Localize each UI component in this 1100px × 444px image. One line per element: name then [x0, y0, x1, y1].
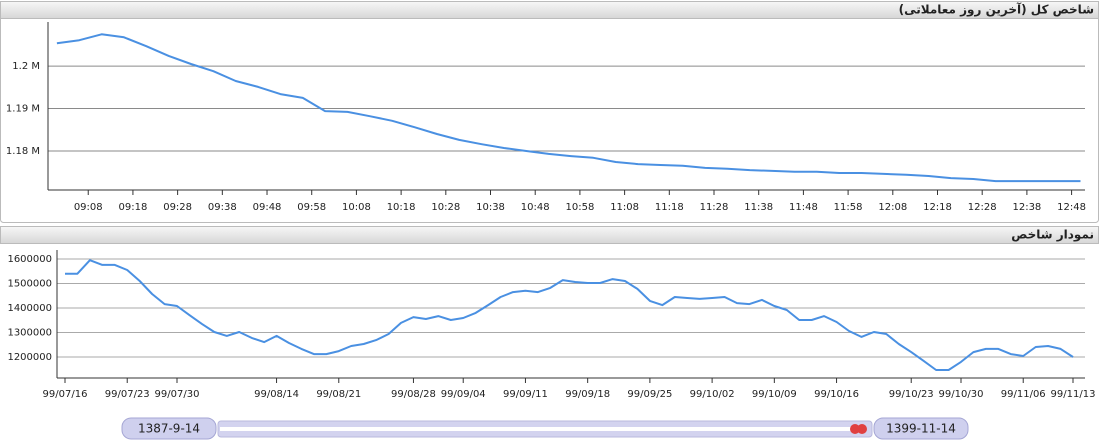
slider-range — [220, 427, 860, 431]
x-tick-label: 12:08 — [878, 202, 907, 213]
x-tick-label: 09:28 — [163, 202, 192, 213]
range-slider[interactable]: 1387-9-14 1399-11-14 — [121, 417, 969, 440]
x-tick-label: 09:18 — [119, 202, 148, 213]
x-tick-label: 99/07/30 — [155, 389, 200, 400]
x-tick-label: 11:38 — [744, 202, 773, 213]
x-tick-label: 09:58 — [297, 202, 326, 213]
x-tick-label: 99/10/09 — [752, 389, 797, 400]
y-tick-label: 1400000 — [7, 303, 52, 314]
x-tick-label: 11:08 — [610, 202, 639, 213]
x-tick-label: 99/08/21 — [316, 389, 361, 400]
y-tick-label: 1.18 M — [6, 146, 40, 157]
panel-header — [0, 226, 1099, 244]
x-tick-label: 10:48 — [521, 202, 550, 213]
y-tick-label: 1.2 M — [12, 61, 40, 72]
x-tick-label: 12:18 — [923, 202, 952, 213]
x-tick-label: 11:18 — [655, 202, 684, 213]
x-tick-label: 99/07/23 — [105, 389, 150, 400]
x-tick-label: 12:38 — [1012, 202, 1041, 213]
x-tick-label: 10:38 — [476, 202, 505, 213]
slider-end[interactable] — [873, 417, 969, 440]
x-tick-label: 09:38 — [208, 202, 237, 213]
x-tick-label: 10:08 — [342, 202, 371, 213]
y-tick-label: 1500000 — [7, 278, 52, 289]
x-tick-label: 99/10/02 — [690, 389, 735, 400]
y-tick-label: 1200000 — [7, 352, 52, 363]
x-tick-label: 99/09/11 — [503, 389, 548, 400]
slider-start-label: 1387-9-14 — [138, 422, 200, 436]
x-tick-label: 99/07/16 — [43, 389, 88, 400]
x-tick-label: 99/09/04 — [441, 389, 486, 400]
data-line — [56, 33, 1081, 183]
x-tick-label: 99/09/18 — [565, 389, 610, 400]
x-tick-label: 99/10/30 — [939, 389, 984, 400]
x-tick-label: 12:28 — [968, 202, 997, 213]
x-tick-label: 10:18 — [387, 202, 416, 213]
x-tick-label: 99/10/23 — [889, 389, 934, 400]
x-tick-label: 11:58 — [834, 202, 863, 213]
data-line — [65, 259, 1074, 371]
x-tick-label: 99/09/25 — [627, 389, 672, 400]
y-tick-label: 1600000 — [7, 254, 52, 265]
x-tick-label: 11:28 — [700, 202, 729, 213]
x-tick-label: 09:08 — [74, 202, 103, 213]
x-tick-label: 99/08/14 — [254, 389, 299, 400]
slider-end-label: 1399-11-14 — [886, 422, 956, 436]
x-tick-label: 10:28 — [431, 202, 460, 213]
x-tick-label: 99/11/13 — [1051, 389, 1096, 400]
y-tick-label: 1.19 M — [6, 104, 40, 115]
slider-handle[interactable] — [850, 424, 860, 434]
chart-title: شاخص کل (آخرین روز معاملاتی) — [899, 2, 1094, 18]
x-tick-label: 99/08/28 — [391, 389, 436, 400]
chart-title: نمودار شاخص — [1011, 228, 1094, 243]
slider-start[interactable] — [121, 417, 217, 440]
panel-header — [0, 1, 1099, 19]
y-tick-label: 1300000 — [7, 327, 52, 338]
x-tick-label: 12:48 — [1057, 202, 1086, 213]
slider-handle[interactable] — [857, 424, 867, 434]
x-tick-label: 10:58 — [565, 202, 594, 213]
panel — [0, 1, 1099, 223]
x-tick-label: 99/11/06 — [1001, 389, 1046, 400]
x-tick-label: 11:48 — [789, 202, 818, 213]
x-tick-label: 09:48 — [253, 202, 282, 213]
x-tick-label: 99/10/16 — [814, 389, 859, 400]
